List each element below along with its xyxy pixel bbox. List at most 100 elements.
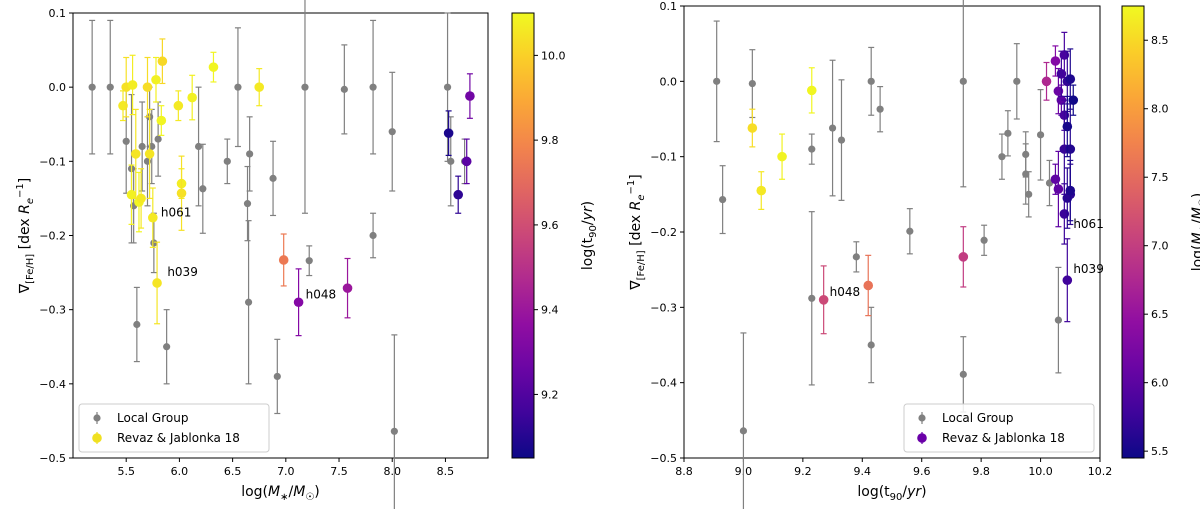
- local-group-point: [243, 200, 252, 208]
- local-group-point: [719, 196, 727, 204]
- revaz-jablonka-point: [1065, 185, 1076, 196]
- right-chart: 8.8 9.0 9.2 9.4 9.6 9.8 10.0 10.2−0.5−0.4−0.3−0…: [626, 0, 1200, 509]
- annotation-label: h048: [306, 287, 337, 301]
- annotation-label: h039: [167, 265, 198, 279]
- local-group-point: [998, 153, 1006, 161]
- local-group-point: [748, 79, 756, 88]
- local-group-point: [713, 77, 721, 85]
- local-group-point: [369, 83, 377, 91]
- revaz-jablonka-point: [1050, 56, 1061, 66]
- revaz-jablonka-point: [156, 115, 167, 126]
- local-group-point: [369, 231, 377, 240]
- revaz-jablonka-point: [342, 283, 353, 293]
- local-group-point: [150, 239, 158, 247]
- annotation-label: h039: [1073, 262, 1104, 276]
- local-group-point: [808, 145, 816, 153]
- legend-label: Revaz & Jablonka 18: [942, 431, 1065, 445]
- revaz-jablonka-point: [208, 62, 219, 72]
- x-tick-label: 10.2: [1088, 465, 1113, 478]
- local-group-point: [246, 150, 254, 158]
- x-tick-label: 6.5: [224, 465, 242, 478]
- local-group-point: [138, 142, 146, 151]
- local-group-point: [828, 124, 837, 132]
- colorbar-tick-label: 5.5: [1151, 445, 1169, 458]
- revaz-jablonka-point: [254, 82, 265, 92]
- local-group-point: [273, 372, 281, 381]
- x-axis-label: log(M∗/M☉): [241, 484, 320, 503]
- revaz-jablonka-point: [1065, 74, 1076, 84]
- legend-label: Revaz & Jablonka 18: [117, 431, 240, 445]
- x-axis-label: log(t90/yr): [857, 484, 926, 503]
- local-group-point: [133, 320, 141, 329]
- x-tick-label: 9.2: [794, 465, 812, 478]
- revaz-jablonka-point: [461, 156, 472, 167]
- annotation-label: h048: [830, 285, 861, 299]
- left-chart: 5.5 6.0 6.5 7.0 7.5 8.0 8.5 −0.5 −0.4 −0.3 −0.2 −0.…: [15, 0, 599, 509]
- local-group-point: [1036, 131, 1045, 139]
- revaz-jablonka-point: [453, 189, 464, 200]
- y-tick-label: −0.2: [39, 230, 66, 243]
- colorbar-tick-label: 7.5: [1151, 171, 1169, 184]
- x-tick-label: 8.5: [437, 465, 455, 478]
- local-group-point: [852, 253, 860, 261]
- x-tick-label: 8.8: [675, 465, 693, 478]
- revaz-jablonka-point: [151, 74, 161, 85]
- colorbar-tick-label: 8.5: [1151, 34, 1169, 47]
- revaz-jablonka-point: [127, 80, 138, 90]
- y-tick-label: 0.1: [49, 7, 67, 20]
- legend-label: Local Group: [117, 411, 188, 425]
- local-group-point: [867, 341, 875, 349]
- revaz-jablonka-point: [1062, 121, 1073, 132]
- y-tick-label: 0.0: [660, 75, 678, 88]
- local-group-point: [447, 157, 455, 165]
- colorbar-tick-label: 7.0: [1151, 240, 1169, 253]
- local-group-point: [390, 427, 398, 435]
- local-group-point: [906, 227, 914, 235]
- local-group-point: [867, 77, 875, 85]
- local-group-point: [269, 174, 277, 182]
- local-group-point: [305, 257, 313, 265]
- legend-box: [78, 403, 270, 453]
- y-tick-label: −0.4: [650, 377, 677, 390]
- local-group-point: [301, 83, 309, 91]
- revaz-jablonka-point: [958, 252, 969, 262]
- y-tick-label: 0.0: [49, 81, 67, 94]
- y-tick-label: −0.5: [650, 452, 677, 465]
- local-group-point: [199, 185, 207, 193]
- revaz-jablonka-point: [152, 278, 162, 288]
- x-tick-label: 9.4: [854, 465, 872, 478]
- local-group-point: [223, 157, 231, 165]
- revaz-jablonka-point: [1053, 184, 1064, 194]
- local-group-point: [1004, 129, 1012, 137]
- x-tick-label: 9.8: [972, 465, 990, 478]
- local-group-point: [106, 83, 114, 91]
- local-group-point: [876, 105, 884, 113]
- y-tick-label: −0.3: [39, 304, 66, 317]
- revaz-jablonka-point: [777, 151, 787, 162]
- revaz-jablonka-point: [756, 185, 767, 196]
- y-tick-label: 0.1: [660, 0, 678, 13]
- y-tick-label: −0.2: [650, 226, 677, 239]
- revaz-jablonka-point: [443, 128, 454, 138]
- colorbar-tick-label: 9.2: [541, 388, 559, 401]
- revaz-jablonka-point: [278, 255, 289, 265]
- revaz-jablonka-point: [126, 189, 137, 200]
- colorbar-tick-label: 6.5: [1151, 308, 1169, 321]
- plot-area: [72, 12, 489, 459]
- revaz-jablonka-point: [173, 100, 184, 111]
- local-group-point: [1025, 190, 1033, 198]
- legend-label: Local Group: [942, 411, 1013, 425]
- local-group-point: [234, 83, 242, 91]
- x-tick-label: 10.0: [1028, 465, 1053, 478]
- x-tick-label: 5.5: [117, 465, 135, 478]
- colorbar-tick-label: 9.4: [541, 304, 559, 317]
- y-tick-label: −0.3: [650, 301, 677, 314]
- legend-marker: [92, 433, 102, 443]
- revaz-jablonka-point: [1062, 275, 1073, 286]
- plot-area: [683, 5, 1101, 459]
- local-group-point: [388, 128, 396, 136]
- legend-box: [903, 403, 1095, 453]
- local-group-point: [244, 298, 253, 306]
- legend-marker: [93, 414, 101, 422]
